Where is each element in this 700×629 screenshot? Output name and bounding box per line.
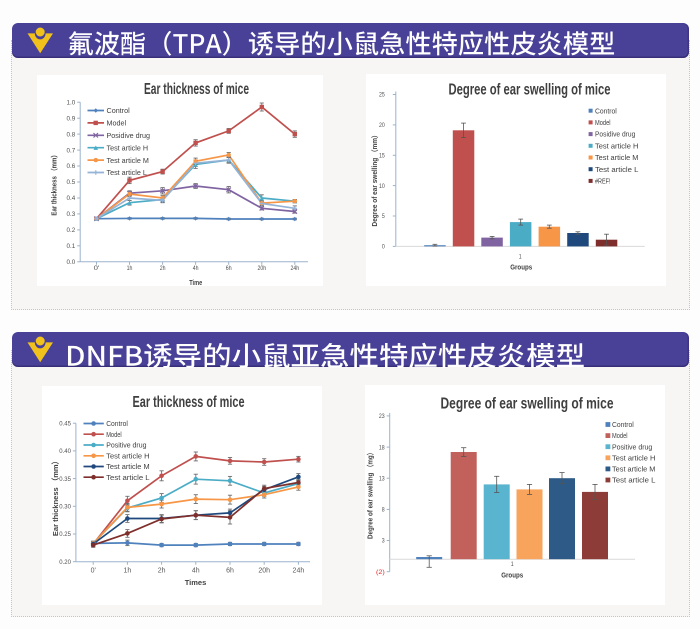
- svg-text:Ear thickness of mice: Ear thickness of mice: [133, 394, 245, 411]
- svg-text:Time: Time: [189, 280, 202, 286]
- svg-text:20h: 20h: [257, 265, 266, 272]
- svg-text:25: 25: [379, 92, 385, 99]
- svg-text:0.5: 0.5: [67, 179, 76, 186]
- svg-text:0.1: 0.1: [67, 243, 76, 250]
- svg-text:Test article M: Test article M: [612, 467, 656, 474]
- svg-text:0.45: 0.45: [59, 420, 71, 427]
- svg-text:0': 0': [91, 568, 96, 575]
- svg-text:18: 18: [379, 444, 385, 451]
- svg-text:4h: 4h: [192, 568, 200, 575]
- svg-text:Ear thickness of mice: Ear thickness of mice: [144, 81, 249, 98]
- svg-text:Test article M: Test article M: [107, 156, 149, 165]
- svg-text:1.0: 1.0: [67, 99, 76, 106]
- svg-text:0.25: 0.25: [59, 531, 71, 538]
- svg-text:Model: Model: [106, 432, 122, 439]
- svg-text:0.2: 0.2: [67, 227, 76, 234]
- svg-text:20h: 20h: [258, 568, 270, 575]
- svg-text:Test article L: Test article L: [612, 478, 656, 485]
- svg-text:15: 15: [379, 153, 385, 160]
- svg-text:1h: 1h: [124, 568, 132, 575]
- svg-text:1: 1: [511, 561, 514, 568]
- svg-text:Test article H: Test article H: [106, 453, 149, 460]
- svg-text:0.30: 0.30: [59, 504, 71, 511]
- svg-text:Test article H: Test article H: [612, 455, 655, 462]
- svg-text:2h: 2h: [160, 265, 166, 272]
- svg-text:0.20: 0.20: [59, 559, 71, 566]
- svg-text:8: 8: [382, 507, 385, 514]
- svg-text:Ear thickness （mm）: Ear thickness （mm）: [50, 457, 60, 536]
- svg-text:#REF!: #REF!: [595, 179, 611, 186]
- svg-text:Posidive drug: Posidive drug: [107, 131, 151, 140]
- svg-text:13: 13: [379, 475, 385, 482]
- svg-text:24h: 24h: [290, 265, 299, 272]
- svg-text:Groups: Groups: [501, 572, 523, 579]
- svg-text:Test article L: Test article L: [595, 167, 639, 174]
- svg-text:Groups: Groups: [510, 265, 532, 272]
- svg-text:6h: 6h: [226, 568, 234, 575]
- svg-text:Control: Control: [595, 108, 617, 115]
- svg-text:Test article H: Test article H: [595, 143, 638, 150]
- svg-text:0': 0': [94, 265, 100, 272]
- svg-text:Degree of ear swelling （mm）: Degree of ear swelling （mm）: [371, 132, 379, 227]
- svg-text:2h: 2h: [158, 568, 166, 575]
- svg-text:1h: 1h: [127, 265, 133, 272]
- svg-text:Positive drug: Positive drug: [612, 444, 652, 451]
- svg-text:Degree of ear swelling of mice: Degree of ear swelling of mice: [449, 81, 611, 98]
- svg-text:0.6: 0.6: [67, 163, 76, 170]
- svg-text:5: 5: [382, 213, 385, 220]
- svg-text:Model: Model: [595, 120, 611, 127]
- svg-text:0: 0: [382, 244, 385, 251]
- svg-text:4h: 4h: [193, 265, 199, 272]
- svg-text:Test article L: Test article L: [107, 168, 147, 177]
- svg-text:0.0: 0.0: [67, 259, 76, 266]
- svg-text:0.9: 0.9: [67, 115, 76, 122]
- svg-text:20: 20: [379, 122, 385, 129]
- svg-text:24h: 24h: [293, 568, 305, 575]
- svg-text:Degree of ear swelling （mg）: Degree of ear swelling （mg）: [367, 449, 375, 539]
- svg-text:Control: Control: [106, 421, 128, 428]
- svg-text:0.8: 0.8: [67, 131, 76, 138]
- svg-text:0.3: 0.3: [67, 211, 76, 218]
- svg-text:10: 10: [379, 183, 385, 190]
- svg-text:Posidive drug: Posidive drug: [595, 132, 635, 139]
- svg-text:Test article M: Test article M: [595, 155, 639, 162]
- svg-text:3: 3: [382, 538, 385, 545]
- svg-text:Model: Model: [612, 433, 628, 440]
- svg-text:Test article L: Test article L: [106, 475, 150, 482]
- svg-text:Model: Model: [107, 119, 127, 128]
- svg-text:Ear thickness （mm）: Ear thickness （mm）: [50, 152, 58, 216]
- svg-text:0.40: 0.40: [59, 448, 71, 455]
- svg-text:0.4: 0.4: [67, 195, 76, 202]
- svg-text:Degree of ear swelling of mice: Degree of ear swelling of mice: [441, 396, 614, 413]
- svg-text:Test article H: Test article H: [107, 143, 149, 152]
- svg-text:(2): (2): [376, 569, 385, 576]
- svg-text:Times: Times: [185, 578, 207, 587]
- svg-text:23: 23: [379, 413, 385, 420]
- svg-text:0.35: 0.35: [59, 476, 71, 483]
- svg-text:Control: Control: [107, 106, 131, 115]
- svg-text:1: 1: [519, 253, 522, 260]
- svg-text:Control: Control: [612, 422, 634, 429]
- svg-text:0.7: 0.7: [67, 147, 76, 154]
- svg-text:Test article M: Test article M: [106, 464, 150, 471]
- svg-text:6h: 6h: [226, 265, 232, 272]
- svg-text:Positive drug: Positive drug: [106, 443, 146, 450]
